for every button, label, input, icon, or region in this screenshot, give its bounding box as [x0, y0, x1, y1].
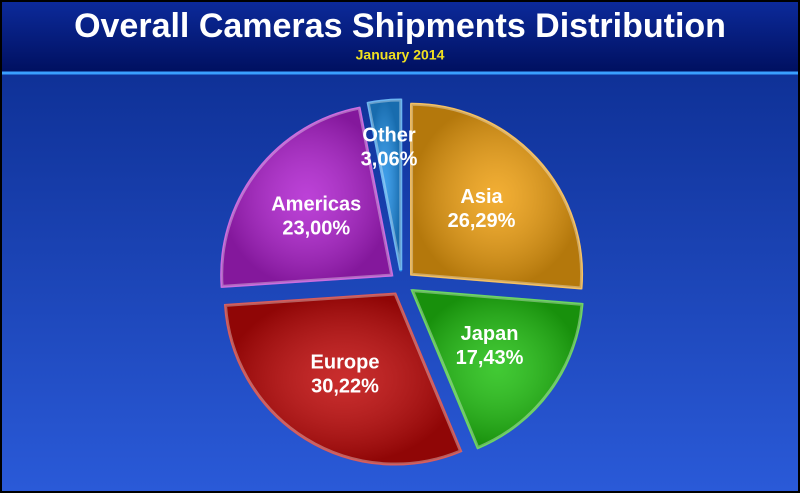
slice-shade [410, 288, 584, 450]
header [2, 2, 798, 72]
slice-label: Asia [460, 186, 503, 208]
slice-shade [220, 106, 394, 288]
slice-label: Japan [461, 323, 519, 345]
slice-shade [366, 98, 403, 271]
data-label: 17,43% [456, 347, 524, 369]
slice-shade [410, 102, 584, 290]
data-label: 30,22% [311, 375, 379, 397]
chart-title: Overall Cameras Shipments Distribution [74, 7, 726, 45]
data-label: 23,00% [282, 217, 350, 239]
slice-label: Europe [311, 351, 380, 373]
data-label: 26,29% [448, 210, 516, 232]
slice-label: Other [362, 125, 416, 147]
slice-shade [223, 292, 463, 466]
slice-label: Americas [271, 193, 361, 215]
chart-subtitle: January 2014 [356, 47, 445, 63]
data-label: 3,06% [361, 149, 418, 171]
